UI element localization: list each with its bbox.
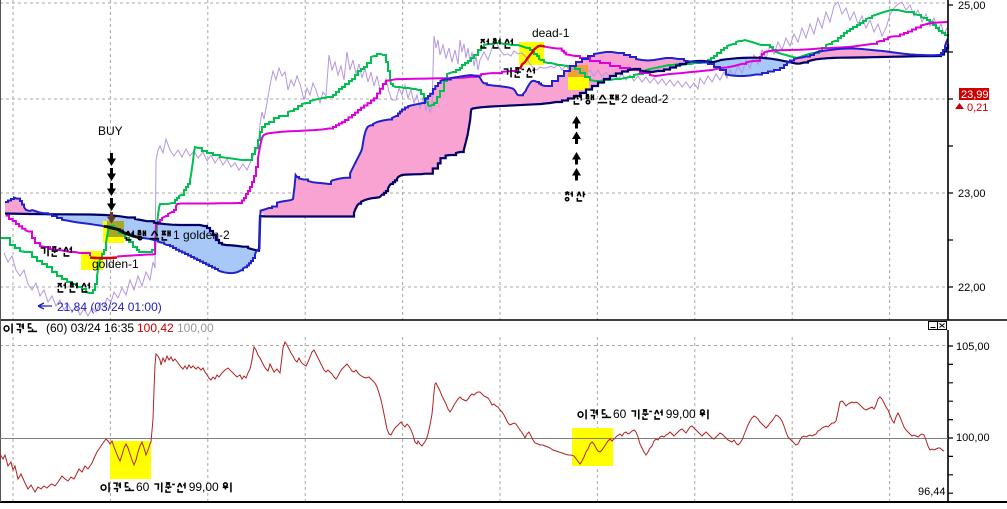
svg-text:22,00: 22,00 — [958, 282, 986, 294]
svg-text:60: 60 — [613, 407, 627, 421]
svg-text:100,00: 100,00 — [177, 321, 214, 335]
svg-text:105,00: 105,00 — [956, 341, 990, 353]
svg-text:golden-1: golden-1 — [92, 257, 139, 271]
svg-text:100,42: 100,42 — [137, 321, 174, 335]
svg-text:0,21: 0,21 — [967, 102, 988, 114]
svg-text:99,00: 99,00 — [666, 407, 696, 421]
svg-text:99,00: 99,00 — [189, 480, 219, 494]
svg-text:(60) 03/24 16:35: (60) 03/24 16:35 — [46, 321, 134, 335]
svg-text:1 golden-2: 1 golden-2 — [173, 228, 230, 242]
svg-text:BUY: BUY — [98, 124, 123, 138]
svg-text:2 dead-2: 2 dead-2 — [621, 92, 669, 106]
svg-text:25,00: 25,00 — [958, 0, 986, 12]
svg-text:60: 60 — [136, 480, 150, 494]
svg-text:23,99: 23,99 — [961, 89, 989, 101]
svg-text:23,00: 23,00 — [958, 188, 986, 200]
svg-text:100,00: 100,00 — [956, 432, 990, 444]
svg-text:96,44: 96,44 — [918, 486, 946, 498]
svg-text:21,84 (03/24 01:00): 21,84 (03/24 01:00) — [57, 300, 162, 314]
svg-text:dead-1: dead-1 — [532, 26, 570, 40]
